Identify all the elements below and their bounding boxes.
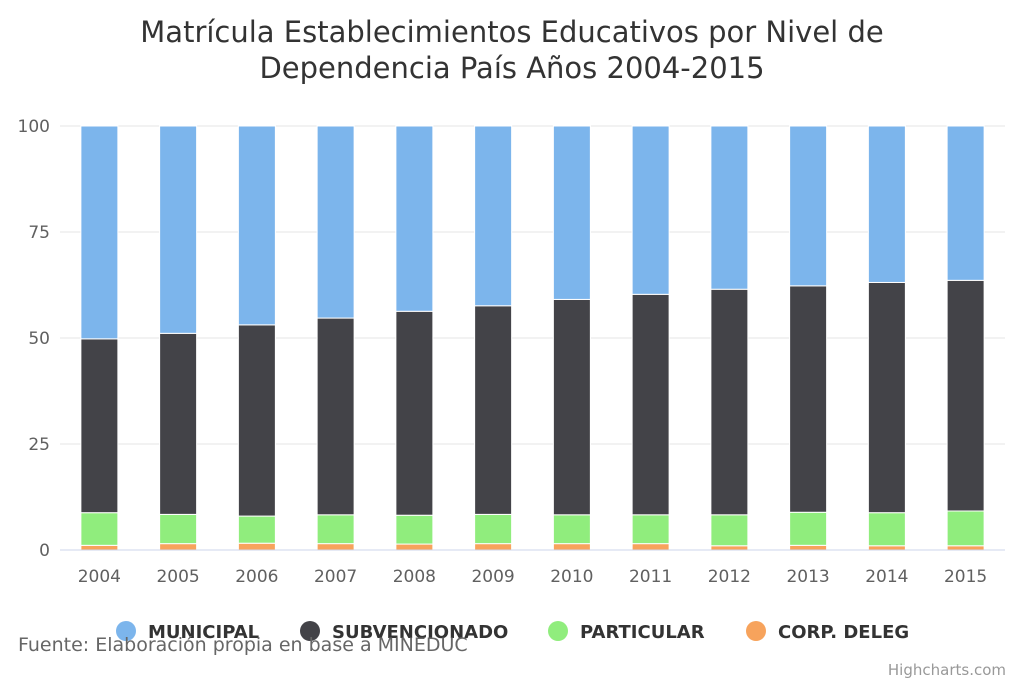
bar-segment-corp-deleg-2011[interactable] <box>631 543 670 551</box>
x-tick-label: 2006 <box>235 567 278 587</box>
legend-label: PARTICULAR <box>580 622 705 643</box>
legend-item[interactable]: CORP. DELEG <box>746 621 909 643</box>
legend-label: CORP. DELEG <box>778 622 909 643</box>
legend-label: MUNICIPAL <box>148 622 259 643</box>
bar-segment-particular-2007[interactable] <box>316 514 355 545</box>
bar-segment-corp-deleg-2012[interactable] <box>710 545 749 551</box>
bar-segment-subvencionado-2008[interactable] <box>395 310 434 516</box>
bar-segment-municipal-2015[interactable] <box>946 125 985 281</box>
source-caption: Fuente: Elaboración propia en base a MIN… <box>18 634 468 656</box>
bar-segment-municipal-2010[interactable] <box>552 125 591 300</box>
bar-segment-municipal-2011[interactable] <box>631 125 670 295</box>
x-tick-label: 2008 <box>393 567 436 587</box>
legend-marker <box>548 621 568 641</box>
x-tick-label: 2013 <box>786 567 829 587</box>
y-tick-label: 75 <box>28 223 50 243</box>
bar-segment-municipal-2004[interactable] <box>80 125 119 340</box>
bar-segment-subvencionado-2012[interactable] <box>710 288 749 516</box>
bar-segment-corp-deleg-2008[interactable] <box>395 543 434 551</box>
bar-segment-subvencionado-2005[interactable] <box>159 332 198 515</box>
x-tick-label: 2015 <box>944 567 987 587</box>
bar-segment-particular-2015[interactable] <box>946 510 985 547</box>
grid-lines <box>60 125 1005 445</box>
bar-segment-subvencionado-2007[interactable] <box>316 317 355 516</box>
bar-segment-subvencionado-2013[interactable] <box>789 285 828 513</box>
y-axis: 0 25 50 75 100 <box>18 117 50 561</box>
bar-segment-particular-2004[interactable] <box>80 512 119 546</box>
bar-segment-particular-2006[interactable] <box>237 515 276 544</box>
x-tick-label: 2012 <box>708 567 751 587</box>
bar-segment-subvencionado-2004[interactable] <box>80 338 119 514</box>
y-tick-label: 100 <box>18 117 50 137</box>
legend-item[interactable]: MUNICIPAL <box>116 621 259 643</box>
bar-segment-corp-deleg-2013[interactable] <box>789 544 828 551</box>
bar-segment-corp-deleg-2010[interactable] <box>552 543 591 551</box>
bar-segment-corp-deleg-2015[interactable] <box>946 545 985 551</box>
bar-segment-particular-2005[interactable] <box>159 513 198 545</box>
chart-title-line-1: Matrícula Establecimientos Educativos po… <box>140 15 883 49</box>
bar-segment-particular-2014[interactable] <box>867 512 906 547</box>
bar-segment-municipal-2014[interactable] <box>867 125 906 283</box>
legend-marker <box>746 621 766 641</box>
bar-segment-subvencionado-2015[interactable] <box>946 279 985 512</box>
legend-label: SUBVENCIONADO <box>332 622 508 643</box>
bar-segment-subvencionado-2010[interactable] <box>552 298 591 516</box>
bar-segment-corp-deleg-2004[interactable] <box>80 544 119 551</box>
bar-segment-particular-2009[interactable] <box>474 513 513 545</box>
bar-segment-municipal-2008[interactable] <box>395 125 434 312</box>
legend-marker <box>116 621 136 641</box>
bar-segment-particular-2013[interactable] <box>789 511 828 546</box>
legend-item[interactable]: PARTICULAR <box>548 621 705 643</box>
bar-segment-corp-deleg-2007[interactable] <box>316 543 355 551</box>
bar-segment-subvencionado-2014[interactable] <box>867 281 906 514</box>
bar-segment-particular-2008[interactable] <box>395 514 434 545</box>
bar-segment-corp-deleg-2014[interactable] <box>867 545 906 551</box>
bar-segment-subvencionado-2009[interactable] <box>474 305 513 515</box>
x-tick-label: 2004 <box>78 567 121 587</box>
x-tick-label: 2011 <box>629 567 672 587</box>
y-tick-label: 0 <box>39 541 50 561</box>
bar-segment-municipal-2005[interactable] <box>159 125 198 334</box>
bar-segment-municipal-2007[interactable] <box>316 125 355 319</box>
bar-segment-municipal-2012[interactable] <box>710 125 749 290</box>
bar-segment-corp-deleg-2005[interactable] <box>159 543 198 551</box>
bar-segment-particular-2011[interactable] <box>631 514 670 545</box>
bar-segment-municipal-2006[interactable] <box>237 125 276 326</box>
x-tick-label: 2010 <box>550 567 593 587</box>
credits-link[interactable]: Highcharts.com <box>888 661 1006 679</box>
bar-segment-corp-deleg-2009[interactable] <box>474 543 513 551</box>
bar-segment-municipal-2013[interactable] <box>789 125 828 287</box>
legend-item[interactable]: SUBVENCIONADO <box>300 621 508 643</box>
legend: MUNICIPAL SUBVENCIONADO PARTICULAR CORP. DE… <box>116 621 909 643</box>
x-tick-label: 2014 <box>865 567 908 587</box>
x-tick-label: 2009 <box>471 567 514 587</box>
bars <box>80 125 985 551</box>
bar-segment-particular-2012[interactable] <box>710 514 749 547</box>
bar-segment-particular-2010[interactable] <box>552 514 591 545</box>
x-tick-label: 2007 <box>314 567 357 587</box>
bar-segment-municipal-2009[interactable] <box>474 125 513 307</box>
y-tick-label: 50 <box>28 329 50 349</box>
chart-title-line-2: Dependencia País Años 2004-2015 <box>259 51 764 85</box>
x-axis: 2004 2005 2006 2007 2008 2009 2010 2011 2012 2013… <box>78 567 988 587</box>
legend-marker <box>300 621 320 641</box>
bar-segment-subvencionado-2011[interactable] <box>631 293 670 516</box>
bar-segment-subvencionado-2006[interactable] <box>237 324 276 517</box>
y-tick-label: 25 <box>28 435 50 455</box>
bar-segment-corp-deleg-2006[interactable] <box>237 542 276 551</box>
x-tick-label: 2005 <box>156 567 199 587</box>
